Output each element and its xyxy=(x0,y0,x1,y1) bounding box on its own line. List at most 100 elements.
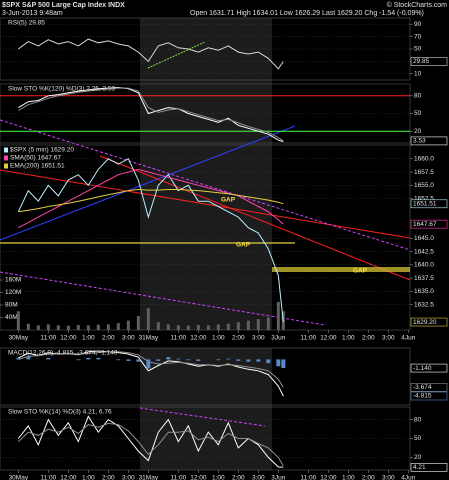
histogram-bar xyxy=(26,356,31,360)
x-tick-label: 11:00 xyxy=(170,475,186,480)
last-value-box xyxy=(410,136,448,146)
y-tick-label: 1657.5 xyxy=(414,169,434,176)
panel-title: MACD(12,26,9) -4.815, -3.674, -1.140 xyxy=(8,350,118,357)
x-tick-label: 31May xyxy=(139,335,159,342)
volume-bar xyxy=(176,325,180,330)
annotation: GAP xyxy=(236,242,251,249)
x-tick-label: 12:00 xyxy=(60,335,77,342)
date: 3-Jun-2013 9:48am xyxy=(2,10,63,17)
histogram-bar xyxy=(226,358,231,360)
x-tick-label: 30May xyxy=(9,335,29,342)
y-tick-label: 1637.5 xyxy=(414,275,434,282)
last-value-box xyxy=(410,463,448,472)
x-tick-label: 11:00 xyxy=(300,335,316,342)
volume-bar xyxy=(206,325,210,330)
x-tick-label: 3:00 xyxy=(382,475,395,480)
x-tick-label: 11:00 xyxy=(40,475,56,480)
quote: Open 1631.71 High 1634.01 Low 1626.29 La… xyxy=(190,10,424,17)
x-tick-label: 3Jun xyxy=(271,335,285,342)
volume-bar xyxy=(116,323,120,330)
panel-title: Slow STO %K(14) %D(3) 4.21, 6.76 xyxy=(8,409,112,416)
volume-bar xyxy=(46,324,50,330)
x-tick-label: 2:00 xyxy=(232,335,245,342)
x-tick-label: 2:00 xyxy=(102,335,115,342)
volume-bar xyxy=(66,325,70,330)
histogram-bar xyxy=(176,358,181,360)
trend-line xyxy=(0,125,296,241)
last-value-box xyxy=(410,199,448,209)
volume-bar xyxy=(96,324,100,330)
legend-swatch xyxy=(4,163,8,169)
trend-line xyxy=(139,407,266,427)
volume-bar xyxy=(36,325,40,330)
series-line xyxy=(18,38,284,70)
trend-line xyxy=(0,169,411,239)
y-tick-label: 1660.0 xyxy=(414,156,434,163)
x-tick-label: 12:00 xyxy=(320,475,337,480)
last-value-label: 1629.20 xyxy=(413,319,437,326)
x-tick-label: 1:00 xyxy=(342,335,355,342)
x-tick-label: 4Jun xyxy=(401,475,415,480)
histogram-bar xyxy=(86,357,91,360)
histogram-bar xyxy=(136,359,141,362)
panel-title: Slow STO %K(120) %D(3) 2.25, 3.53 xyxy=(8,86,116,93)
symbol-title: $SPX S&P 500 Large Cap Index INDX xyxy=(2,2,125,9)
x-tick-label: 1:00 xyxy=(82,335,95,342)
histogram-bar xyxy=(236,359,241,361)
gap-band xyxy=(272,267,410,272)
x-tick-label: 2:00 xyxy=(362,335,375,342)
x-tick-label: 1:00 xyxy=(212,335,225,342)
volume-tick-label: 40M xyxy=(5,314,18,321)
last-value-label: 1651.51 xyxy=(413,201,437,208)
volume-bar xyxy=(146,308,150,330)
y-tick-label: 50 xyxy=(414,435,422,442)
y-tick-label: 80 xyxy=(414,416,422,423)
series-line xyxy=(17,158,284,323)
y-tick-label: 1632.5 xyxy=(414,301,434,308)
volume-bar xyxy=(256,319,260,330)
x-tick-label: 12:00 xyxy=(190,475,207,480)
y-tick-label: 1655.0 xyxy=(414,182,434,189)
last-value-label: -3.674 xyxy=(413,384,432,391)
legend-entry: EMA(200) 1651.51 xyxy=(10,163,65,170)
histogram-bar xyxy=(246,359,251,362)
panel-title: RSI(5) 29.85 xyxy=(8,20,45,27)
volume-tick-label: 120M xyxy=(5,289,21,296)
volume-bar xyxy=(276,301,280,330)
last-value-label: 3.53 xyxy=(413,138,426,145)
x-tick-label: 3:00 xyxy=(122,335,135,342)
histogram-bar xyxy=(216,359,221,361)
y-tick-label: 1645.0 xyxy=(414,235,434,242)
histogram-bar xyxy=(196,359,201,361)
legend-entry: SMA(50) 1647.67 xyxy=(10,155,61,162)
volume-bar xyxy=(16,311,20,330)
x-tick-label: 30May xyxy=(9,475,29,480)
histogram-bar xyxy=(126,359,131,361)
x-tick-label: 3:00 xyxy=(252,475,265,480)
volume-bar xyxy=(216,324,220,330)
x-tick-label: 1:00 xyxy=(82,475,95,480)
x-tick-label: 3:00 xyxy=(252,335,265,342)
x-tick-label: 3:00 xyxy=(122,475,135,480)
volume-tick-label: 160M xyxy=(5,277,21,284)
histogram-bar xyxy=(146,359,151,369)
x-tick-label: 11:00 xyxy=(170,335,186,342)
volume-bar xyxy=(226,323,230,330)
volume-bar xyxy=(136,315,140,330)
legend-entry: $SPX (5 min) 1629.20 xyxy=(10,147,74,154)
histogram-bar xyxy=(46,357,51,360)
trend-line xyxy=(147,41,206,69)
series-line xyxy=(18,351,284,388)
trend-line xyxy=(0,119,411,251)
histogram-bar xyxy=(96,357,101,360)
y-tick-label: 1635.0 xyxy=(414,288,434,295)
x-tick-label: 12:00 xyxy=(60,475,77,480)
volume-bar xyxy=(86,325,90,330)
volume-bar xyxy=(236,322,240,330)
volume-bar xyxy=(76,325,80,330)
session-shade xyxy=(140,348,272,470)
volume-bar xyxy=(246,320,250,330)
x-tick-label: 12:00 xyxy=(190,335,207,342)
histogram-bar xyxy=(276,359,281,367)
histogram-bar xyxy=(16,357,21,360)
